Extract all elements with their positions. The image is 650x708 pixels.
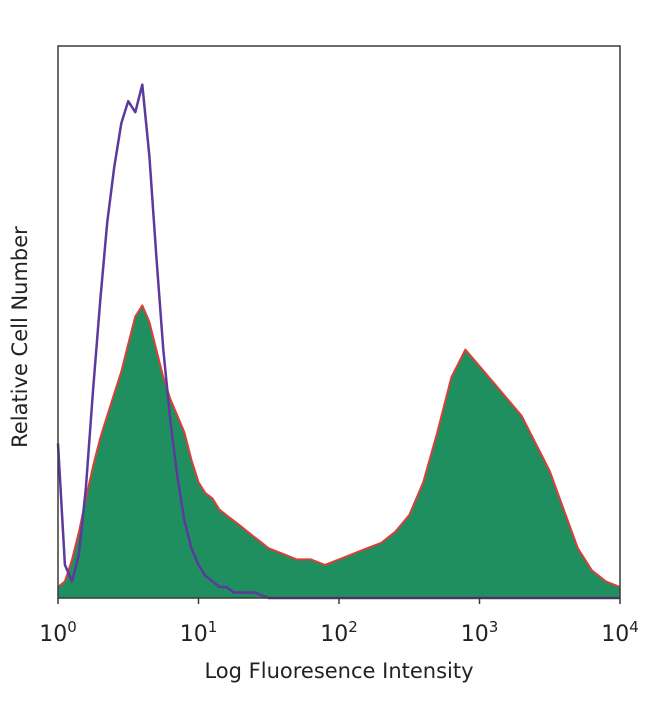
- x-tick-label: 103: [461, 618, 499, 647]
- x-tick-label-base: 10: [461, 622, 489, 647]
- x-tick-label-base: 10: [39, 622, 67, 647]
- x-tick-label: 104: [601, 618, 639, 647]
- x-tick-label-base: 10: [180, 622, 208, 647]
- stained-histogram-fill: [58, 305, 620, 598]
- x-tick-layer: 100 101 102 103 104: [39, 598, 639, 647]
- x-tick-label: 102: [320, 618, 358, 647]
- series-layer: [56, 83, 621, 600]
- x-tick-label-base: 10: [601, 622, 629, 647]
- x-tick-label-exponent: 1: [208, 618, 218, 636]
- x-tick-label: 100: [39, 618, 77, 647]
- x-tick-label-exponent: 2: [348, 618, 358, 636]
- x-tick-label-base: 10: [320, 622, 348, 647]
- x-tick-label-exponent: 3: [489, 618, 499, 636]
- x-tick-label-exponent: 0: [67, 618, 77, 636]
- x-tick-label: 101: [180, 618, 218, 647]
- x-axis-label: Log Fluoresence Intensity: [204, 659, 473, 683]
- stained-histogram-outline: [57, 304, 621, 588]
- y-axis-label: Relative Cell Number: [8, 226, 32, 448]
- control-histogram-line: [56, 83, 620, 600]
- x-tick-label-exponent: 4: [629, 618, 639, 636]
